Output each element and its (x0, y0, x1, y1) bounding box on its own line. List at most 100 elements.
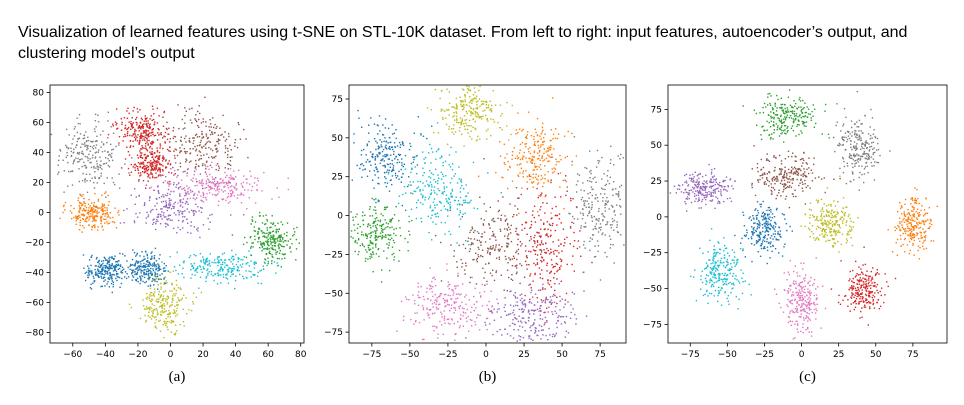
data-point (83, 267, 85, 269)
data-point (100, 175, 102, 177)
data-point (179, 147, 181, 149)
data-point (118, 214, 120, 216)
data-point (571, 291, 574, 293)
data-point (185, 141, 187, 143)
data-point (177, 304, 179, 306)
data-point (540, 249, 543, 251)
data-point (294, 231, 296, 233)
data-point (486, 317, 489, 320)
data-point (468, 105, 471, 107)
data-point (173, 287, 175, 289)
data-point (564, 242, 566, 244)
data-point (267, 241, 270, 243)
data-point (142, 265, 144, 268)
data-point (393, 241, 396, 244)
data-point (227, 184, 229, 187)
data-point (472, 94, 475, 96)
data-point (565, 175, 567, 177)
data-point (382, 165, 384, 167)
data-point (424, 199, 426, 201)
data-point (146, 124, 148, 126)
data-point (200, 259, 202, 262)
data-point (515, 187, 518, 189)
data-point (92, 154, 94, 157)
data-point (201, 184, 203, 186)
data-point (493, 279, 496, 282)
data-point (436, 299, 438, 301)
data-point (547, 311, 549, 313)
data-point (101, 141, 103, 143)
data-point (113, 274, 116, 276)
data-point (434, 204, 436, 206)
data-point (526, 188, 529, 190)
data-point (244, 189, 246, 191)
data-point (257, 228, 260, 230)
data-point (140, 134, 142, 137)
data-point (482, 100, 485, 103)
data-point (224, 190, 226, 192)
data-point (88, 198, 90, 201)
data-point (517, 248, 520, 251)
data-point (77, 138, 80, 140)
data-point (492, 230, 494, 233)
data-point (612, 194, 614, 196)
data-point (540, 194, 542, 196)
data-point (510, 278, 512, 280)
data-point (596, 197, 599, 199)
data-point (444, 300, 447, 302)
data-point (381, 146, 383, 148)
data-point (148, 269, 150, 271)
data-point (149, 309, 151, 311)
data-point (484, 321, 486, 324)
data-point (474, 321, 476, 323)
data-point (139, 137, 141, 139)
data-point (91, 226, 93, 228)
data-point (158, 192, 160, 194)
data-point (613, 262, 615, 264)
data-point (238, 123, 240, 126)
data-point (156, 311, 159, 313)
data-point (387, 223, 389, 225)
data-point (611, 217, 614, 220)
data-point (432, 201, 435, 203)
data-point (188, 211, 190, 213)
data-point (376, 223, 379, 226)
data-point (465, 104, 468, 106)
data-point (487, 120, 489, 122)
data-point (97, 261, 100, 263)
data-point (471, 226, 473, 228)
data-point (475, 252, 477, 254)
data-point (170, 319, 173, 322)
data-point (367, 223, 370, 225)
data-point (465, 265, 467, 267)
data-point (229, 186, 232, 188)
data-point (563, 321, 566, 323)
data-point (148, 132, 151, 134)
data-point (113, 221, 116, 224)
data-point (138, 124, 141, 127)
data-point (470, 229, 472, 231)
data-point (79, 201, 81, 203)
data-point (489, 100, 491, 102)
data-point (202, 182, 204, 185)
data-point (144, 115, 146, 117)
data-point (166, 298, 168, 301)
data-point (102, 269, 105, 271)
data-point (485, 263, 487, 265)
data-point (131, 258, 134, 261)
data-point (551, 217, 553, 219)
data-point (533, 322, 535, 324)
data-point (140, 270, 142, 272)
data-point (450, 298, 453, 300)
data-point (464, 273, 466, 275)
data-point (280, 236, 282, 238)
data-point (94, 120, 97, 122)
data-point (175, 289, 177, 292)
data-point (537, 289, 540, 291)
data-point (375, 235, 378, 238)
data-point (237, 122, 239, 124)
data-point (82, 213, 84, 215)
data-point (532, 280, 534, 282)
data-point (205, 199, 208, 201)
data-point (65, 144, 67, 147)
